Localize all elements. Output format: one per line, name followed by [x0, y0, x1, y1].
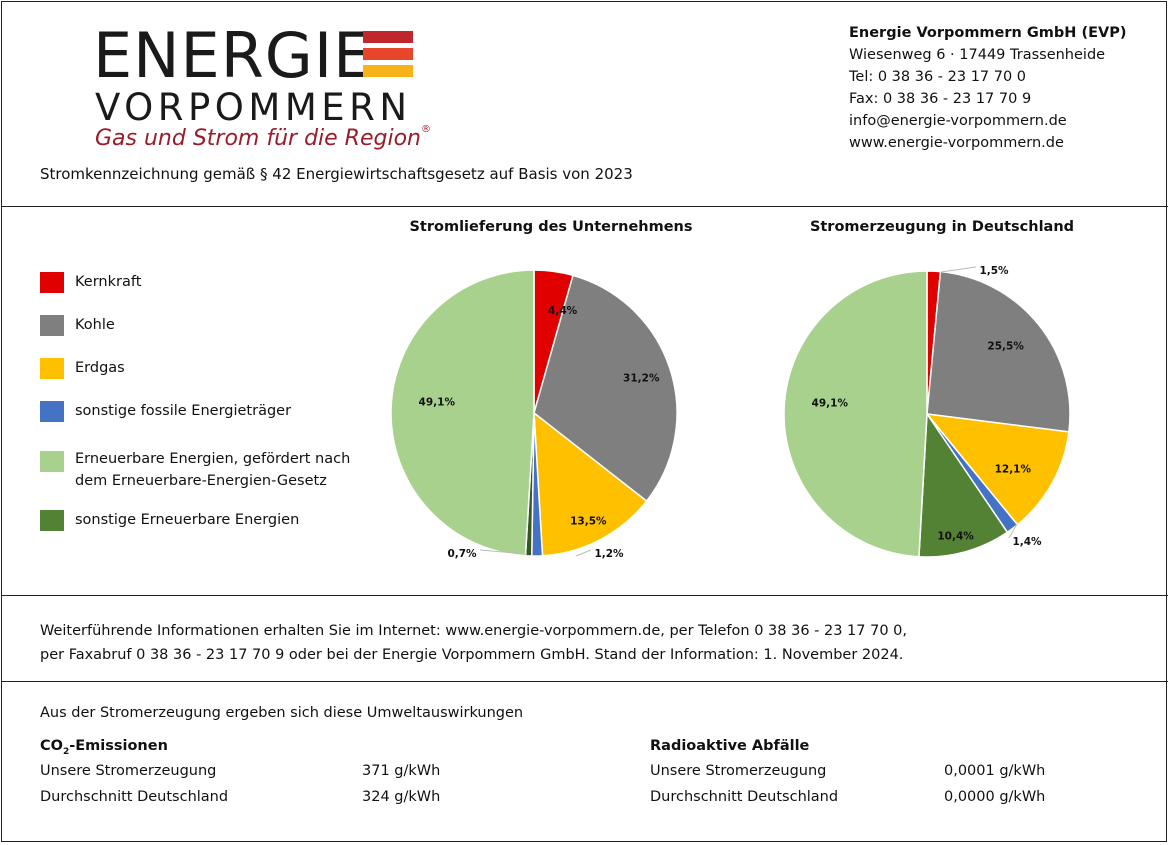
info-line1: Weiterführende Informationen erhalten Si…: [40, 623, 908, 639]
chart-title-germany: Stromerzeugung in Deutschland: [809, 219, 1075, 235]
data-label: 25,5%: [987, 340, 1024, 352]
logo-tagline: Gas und Strom für die Region®: [95, 124, 431, 151]
logo-stripe-red: [363, 31, 413, 43]
company-email[interactable]: info@energie-vorpommern.de: [849, 113, 1067, 129]
logo-stripe-yellow: [363, 65, 413, 77]
chart-title-company: Stromlieferung des Unternehmens: [409, 219, 693, 235]
company-logo: ENERGIE VORPOMMERN Gas und Strom für die…: [93, 24, 433, 154]
co2-row-label: Durchschnitt Deutschland: [40, 789, 229, 805]
data-label: 1,2%: [594, 548, 624, 560]
pie-slice: [918, 411, 1009, 558]
data-label: 1,4%: [1012, 536, 1042, 548]
data-label: 1,5%: [979, 265, 1009, 277]
company-contact: Energie Vorpommern GmbH (EVP) Wiesenweg …: [849, 22, 1126, 154]
logo-line1: ENERGIE: [93, 19, 374, 92]
data-label: 12,1%: [995, 463, 1032, 475]
divider-header: [1, 206, 1168, 207]
co2-row-value: 324 g/kWh: [362, 789, 441, 805]
divider-info: [1, 681, 1168, 682]
data-label: 49,1%: [812, 398, 849, 410]
divider-charts: [1, 595, 1168, 596]
leader-line: [479, 549, 528, 555]
co2-row-value: 371 g/kWh: [362, 763, 441, 779]
legend-swatch: [40, 358, 64, 379]
data-label: 31,2%: [623, 372, 660, 384]
legend-swatch: [40, 451, 64, 472]
legend-label: Erdgas: [75, 360, 125, 376]
data-label: 0,7%: [447, 548, 477, 560]
legend-label: sonstige fossile Energieträger: [75, 403, 292, 419]
env-intro: Aus der Stromerzeugung ergeben sich dies…: [40, 705, 524, 721]
company-web[interactable]: www.energie-vorpommern.de: [849, 135, 1064, 151]
info-text: Weiterführende Informationen erhalten Si…: [40, 619, 1140, 667]
legend-label: Kernkraft: [75, 274, 142, 290]
legend-label: sonstige Erneuerbare Energien: [75, 512, 300, 528]
company-tel: Tel: 0 38 36 - 23 17 70 0: [849, 69, 1027, 85]
radio-row-label: Unsere Stromerzeugung: [650, 763, 827, 779]
company-name: Energie Vorpommern GmbH (EVP): [849, 25, 1127, 41]
leader-line: [1008, 523, 1018, 539]
legend-label: Kohle: [75, 317, 115, 333]
pie-slice: [533, 274, 678, 503]
radio-row-value: 0,0001 g/kWh: [944, 763, 1046, 779]
radio-heading: Radioaktive Abfälle: [650, 738, 810, 754]
legend-swatch: [40, 510, 64, 531]
pie-slice: [533, 411, 648, 557]
company-address: Wiesenweg 6 · 17449 Trassenheide: [849, 47, 1106, 63]
info-line2: per Faxabruf 0 38 36 - 23 17 70 9 oder b…: [40, 647, 904, 663]
pie-slice: [783, 270, 928, 558]
legend-label: Erneuerbare Energien, gefördert nach dem…: [75, 451, 351, 489]
pie-slice: [390, 269, 535, 557]
co2-row-label: Unsere Stromerzeugung: [40, 763, 217, 779]
leader-line: [575, 549, 592, 557]
radio-row-label: Durchschnitt Deutschland: [650, 789, 839, 805]
legend-swatch: [40, 401, 64, 422]
co2-heading: CO2-Emissionen: [40, 738, 168, 757]
legend-swatch: [40, 272, 64, 293]
data-label: 13,5%: [570, 515, 607, 527]
data-label: 49,1%: [419, 397, 456, 409]
legend-swatch: [40, 315, 64, 336]
logo-stripe-orange: [363, 48, 413, 60]
leader-line: [940, 266, 977, 273]
company-fax: Fax: 0 38 36 - 23 17 70 9: [849, 91, 1032, 107]
page-subtitle: Stromkennzeichnung gemäß § 42 Energiewir…: [40, 165, 633, 183]
radio-row-value: 0,0000 g/kWh: [944, 789, 1046, 805]
logo-line2: VORPOMMERN: [95, 86, 412, 129]
pie-slice: [926, 270, 1071, 433]
pie-slice: [925, 413, 1070, 526]
data-label: 10,4%: [937, 531, 974, 543]
data-label: 4,4%: [548, 305, 578, 317]
